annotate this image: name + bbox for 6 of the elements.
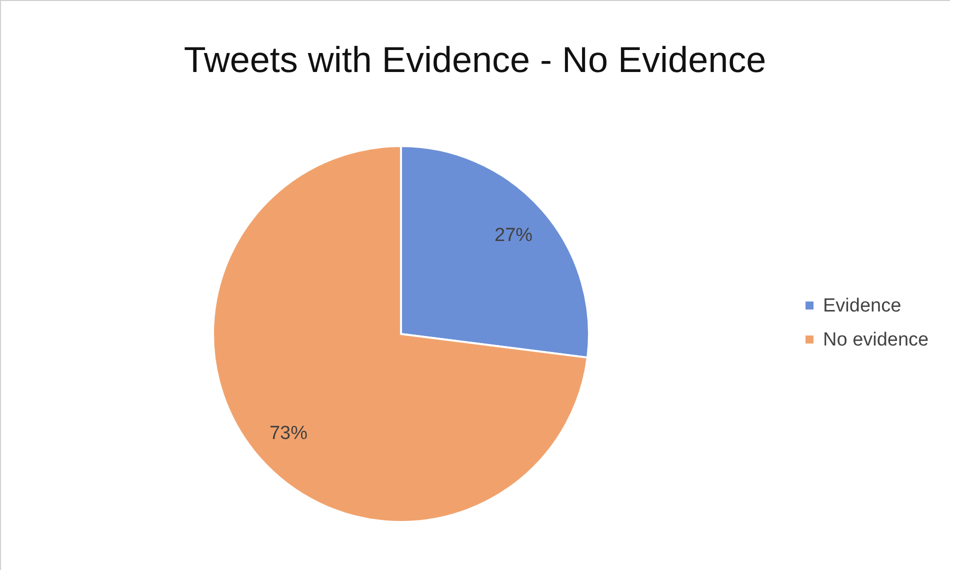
data-label: 27% xyxy=(494,224,533,246)
pie-slice xyxy=(212,145,589,523)
legend-label: No evidence xyxy=(823,330,929,350)
data-label: 73% xyxy=(269,423,308,444)
legend-label: Evidence xyxy=(823,296,902,316)
chart-title: Tweets with Evidence - No Evidence xyxy=(184,39,766,80)
